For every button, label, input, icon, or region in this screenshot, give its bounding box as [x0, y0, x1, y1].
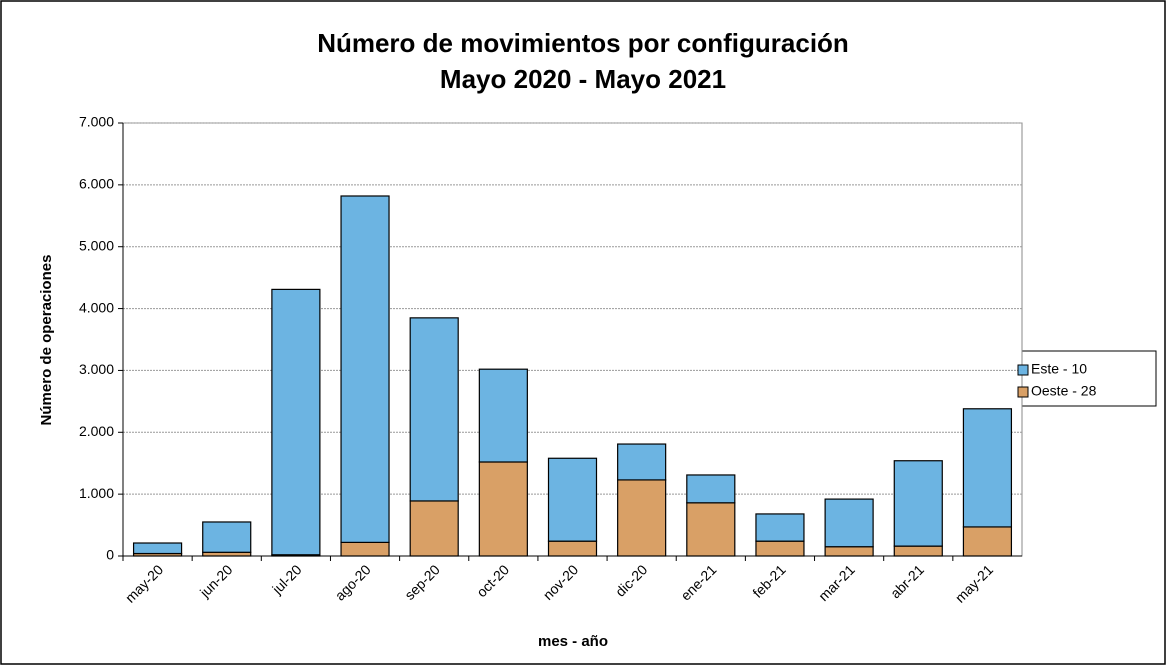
bar-segment [409, 500, 459, 557]
y-tick-label: 1.000 [79, 485, 114, 501]
bar-segment [271, 288, 321, 556]
bar-segment [202, 521, 252, 553]
chart-title: Número de movimientos por configuración [317, 28, 849, 58]
bar-segment [755, 513, 805, 542]
y-tick-label: 6.000 [79, 176, 114, 192]
bar-segment [824, 498, 874, 548]
y-tick-label: 3.000 [79, 361, 114, 377]
bar-segment [340, 541, 390, 557]
legend-label: Oeste - 28 [1031, 383, 1097, 399]
legend-label: Este - 10 [1031, 361, 1087, 377]
bar-segment [686, 502, 736, 557]
y-tick-label: 7.000 [79, 114, 114, 130]
y-tick-label: 5.000 [79, 237, 114, 253]
legend-box [1011, 350, 1157, 407]
bar-segment [132, 542, 183, 555]
bar-segment [893, 460, 943, 547]
bar-segment [893, 545, 943, 557]
bar-segment [547, 457, 598, 542]
y-tick-label: 0 [106, 547, 114, 563]
bar-segment [617, 479, 667, 557]
bar-segment [686, 474, 736, 504]
legend-swatch [1017, 364, 1029, 376]
bar-segment [962, 526, 1013, 557]
bar-segment [755, 540, 805, 557]
bar-segment [478, 368, 528, 463]
chart-subtitle: Mayo 2020 - Mayo 2021 [440, 64, 726, 94]
bar-segment [962, 408, 1013, 528]
bar-segment [409, 317, 459, 502]
y-tick-label: 2.000 [79, 423, 114, 439]
bar-segment [617, 443, 667, 481]
y-tick-label: 4.000 [79, 299, 114, 315]
bar-segment [547, 540, 598, 557]
bar-segment [478, 461, 528, 557]
bar-segment [340, 195, 390, 543]
bar-segment [824, 546, 874, 557]
x-axis-label: mes - año [538, 633, 608, 650]
y-axis-label: Número de operaciones [38, 255, 55, 426]
legend-swatch [1017, 386, 1029, 398]
